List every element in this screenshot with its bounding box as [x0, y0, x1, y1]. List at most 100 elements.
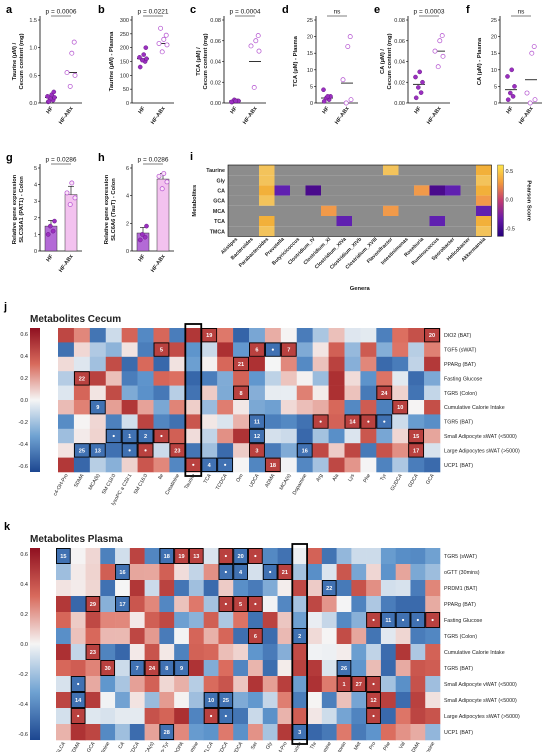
- significant-cell-box: [203, 692, 219, 708]
- heatmap-cell: [360, 428, 377, 444]
- heatmap-cell: [100, 548, 116, 565]
- heatmap-cell: [360, 356, 377, 372]
- heatmap-cell: [290, 226, 306, 237]
- heatmap-cell: [56, 548, 72, 565]
- heatmap-cell: [414, 165, 430, 176]
- heatmap-cell: [115, 612, 131, 629]
- heatmap-cell: [56, 564, 72, 581]
- panel-c: c TCA (µM) /Cecum content (mg) 0.00 0.02 0.0…: [190, 4, 266, 126]
- heatmap-cell: [203, 692, 219, 709]
- heatmap-cell: [243, 226, 259, 237]
- y-axis-label-line: Taurine (µM) - Plasma: [109, 31, 115, 91]
- significant-cell-box: [137, 443, 154, 458]
- significant-cell-box: [89, 443, 106, 458]
- heatmap-cell: [169, 371, 186, 386]
- heatmap-cell: [296, 328, 313, 343]
- point-abx: [64, 70, 70, 76]
- heatmap-cell: [174, 724, 190, 741]
- heatmap-cell: [383, 205, 399, 216]
- heatmap-cell: [203, 564, 219, 581]
- heatmap-cell: [73, 356, 91, 372]
- heatmap-cell: [336, 226, 352, 237]
- heatmap-cell: [129, 644, 145, 661]
- heatmap-cell: [249, 328, 266, 343]
- heatmap-cell: [383, 175, 399, 186]
- heatmap-cell: [153, 328, 170, 343]
- heatmap-cell: [305, 226, 321, 237]
- significance-dot: [372, 714, 375, 718]
- heatmap-cell: [424, 414, 441, 430]
- heatmap-cell: [296, 342, 313, 358]
- heatmap-cell: [89, 328, 107, 343]
- heatmap-cell: [85, 612, 101, 629]
- heatmap-cell: [410, 548, 426, 565]
- group-label: HF-ABx: [58, 253, 75, 274]
- heatmap-cell: [328, 328, 345, 343]
- heatmap-cell: [380, 548, 396, 565]
- heatmap-cell: [228, 226, 244, 237]
- heatmap-cell: [70, 596, 86, 613]
- heatmap-cell: [424, 328, 441, 343]
- heatmap-cell: [429, 165, 445, 176]
- significant-cell-box: [115, 564, 130, 580]
- significance-dot: [372, 682, 375, 686]
- significant-cell-box: [360, 414, 377, 429]
- heatmap-cell: [243, 185, 259, 196]
- heatmap-cell: [305, 165, 321, 176]
- heatmap-cell: [233, 548, 249, 565]
- y-tick-label: 10: [491, 68, 497, 74]
- heatmap-cell: [85, 580, 101, 597]
- heatmap-cell: [169, 443, 186, 458]
- heatmap-cell: [383, 195, 399, 206]
- heatmap-cell: [425, 564, 441, 581]
- heatmap-cell: [376, 385, 393, 401]
- heatmap-cell: [328, 443, 345, 458]
- heatmap-col-label: GDCA: [217, 740, 230, 752]
- heatmap-cell: [274, 205, 290, 216]
- y-tick-label: 6: [126, 166, 129, 172]
- heatmap-cell: [121, 342, 138, 358]
- heatmap-cell: [380, 692, 396, 709]
- y-axis-label: TCA (µM) /Cecum content (mg): [196, 33, 209, 89]
- y-axis-label-line: TCA (µM) /: [196, 47, 202, 76]
- colorbar-tick: 0.2: [20, 612, 28, 618]
- heatmap-cell: [169, 328, 186, 343]
- heatmap-cell: [425, 676, 441, 693]
- heatmap-cell: [169, 414, 186, 430]
- y-axis-label: TCA (µM) - Plasma: [293, 35, 299, 87]
- heatmap-cell: [185, 371, 202, 386]
- heatmap-cell: [137, 385, 154, 401]
- heatmap-cell: [259, 226, 275, 237]
- heatmap-frame: [227, 164, 492, 237]
- heatmap-cell: [424, 342, 441, 358]
- heatmap-cell: [188, 644, 204, 661]
- heatmap-col-label: Dopamine: [292, 473, 309, 496]
- cell-number: 25: [223, 698, 229, 704]
- point-hf: [144, 56, 149, 62]
- heatmap-cell: [201, 356, 218, 372]
- significant-cell-box: [264, 457, 281, 472]
- heatmap-cell: [233, 356, 250, 372]
- heatmap-cell: [351, 644, 367, 661]
- heatmap-cell: [367, 185, 383, 196]
- heatmap-cell: [352, 195, 368, 206]
- heatmap-cell: [376, 428, 393, 444]
- heatmap-cell: [259, 165, 275, 176]
- heatmap-cell: [351, 628, 367, 645]
- heatmap-cell: [425, 548, 441, 565]
- group-label: HF: [138, 253, 147, 263]
- heatmap-cell: [352, 205, 368, 216]
- heatmap-cell: [169, 342, 186, 358]
- heatmap-cell: [460, 195, 476, 206]
- heatmap-cell: [100, 644, 116, 661]
- colorbar-tick: 0.4: [20, 354, 28, 360]
- heatmap-cell: [321, 216, 337, 227]
- cell-number: 30: [105, 666, 111, 672]
- heatmap-cell: [185, 428, 202, 444]
- panel-e: e CA (µM) /Cecum content (mg) 0.00 0.02 0.04…: [374, 4, 450, 126]
- heatmap-cell: [264, 428, 282, 444]
- heatmap-cell: [89, 414, 107, 430]
- heatmap-cell: [243, 175, 259, 186]
- significance-dot: [224, 714, 227, 718]
- heatmap-cell: [408, 371, 425, 386]
